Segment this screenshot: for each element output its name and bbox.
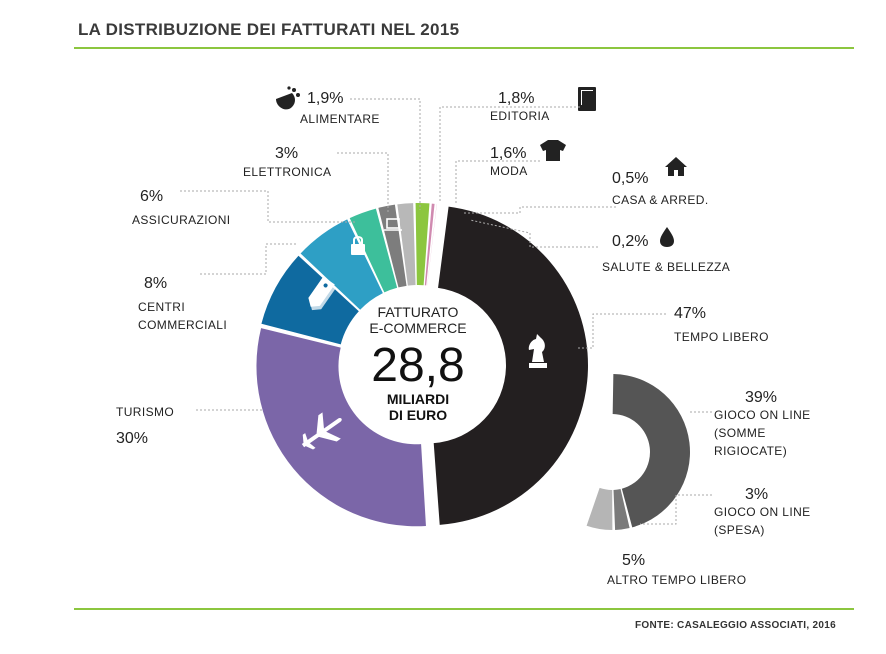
label-altro-tempo-libero: 5% ALTRO TEMPO LIBERO — [607, 552, 746, 587]
category-label-gioco-somme-line2: (SOMME — [714, 426, 766, 440]
source-note: FONTE: CASALEGGIO ASSOCIATI, 2016 — [634, 620, 836, 631]
value-label-gioco-spesa: 3% — [745, 486, 768, 503]
label-assicurazioni: 6% ASSICURAZIONI — [132, 188, 231, 227]
value-label-centri-commerciali: 8% — [144, 275, 167, 292]
slice-salute-bellezza — [427, 204, 437, 286]
label-editoria: 1,8% EDITORIA — [490, 90, 550, 123]
label-turismo: TURISMO 30% — [116, 405, 174, 447]
value-label-gioco-somme: 39% — [745, 389, 777, 406]
slice-turismo — [256, 328, 426, 527]
category-label-turismo: TURISMO — [116, 405, 174, 419]
slice-casa-arred — [424, 203, 435, 286]
tshirt-icon — [540, 140, 566, 161]
category-label-gioco-somme-line1: GIOCO ON LINE — [714, 408, 811, 422]
category-label-casa: CASA & ARRED. — [612, 193, 709, 207]
value-label-moda: 1,6% — [490, 145, 526, 162]
category-label-centri-line1: CENTRI — [138, 300, 185, 314]
category-label-gioco-somme-line3: RIGIOCATE) — [714, 444, 787, 458]
sub-slice-gioco-on-line-spesa — [613, 489, 630, 530]
center-label-line2: E-COMMERCE — [369, 320, 466, 336]
value-label-turismo: 30% — [116, 430, 148, 447]
main-slices — [256, 203, 588, 527]
category-label-alimentare: ALIMENTARE — [300, 112, 380, 126]
slice-tempo-libero — [433, 206, 588, 525]
book-icon — [578, 87, 596, 111]
chart-title: LA DISTRIBUZIONE DEI FATTURATI NEL 2015 — [78, 20, 460, 39]
value-label-altro: 5% — [622, 552, 645, 569]
label-casa: 0,5% CASA & ARRED. — [612, 170, 709, 207]
category-label-centri-line2: COMMERCIALI — [138, 318, 227, 332]
category-label-tempo-libero: TEMPO LIBERO — [674, 330, 769, 344]
sub-slices — [586, 374, 690, 530]
shopping-tags-icon — [308, 276, 337, 311]
footer-rule — [74, 608, 854, 610]
category-label-gioco-spesa-line2: (SPESA) — [714, 523, 765, 537]
leader-lines-static — [180, 98, 712, 525]
category-label-gioco-spesa-line1: GIOCO ON LINE — [714, 505, 811, 519]
category-label-altro: ALTRO TEMPO LIBERO — [607, 573, 746, 587]
label-gioco-somme: 39% GIOCO ON LINE (SOMME RIGIOCATE) — [714, 389, 811, 458]
center-hole — [340, 287, 496, 443]
slice-assicurazioni — [300, 219, 383, 310]
value-label-assicurazioni: 6% — [140, 188, 163, 205]
label-moda: 1,6% MODA — [490, 145, 528, 178]
food-icon — [276, 86, 300, 110]
value-label-salute: 0,2% — [612, 233, 648, 250]
category-label-assicurazioni: ASSICURAZIONI — [132, 213, 231, 227]
category-label-editoria: EDITORIA — [490, 109, 550, 123]
value-label-casa: 0,5% — [612, 170, 648, 187]
center-label-line1: FATTURATO — [378, 304, 459, 320]
value-label-elettronica: 3% — [275, 145, 298, 162]
label-centri-commerciali: 8% CENTRI COMMERCIALI — [138, 275, 227, 332]
lock-icon — [351, 236, 365, 255]
category-label-moda: MODA — [490, 164, 528, 178]
sub-slice-gioco-on-line-somme-rigiocate — [612, 374, 690, 528]
chess-knight-icon — [528, 334, 547, 368]
laptop-icon — [384, 218, 402, 231]
center-value: 28,8 — [371, 339, 464, 392]
slice-alimentare — [378, 204, 407, 288]
slice-elettronica — [349, 208, 398, 293]
sub-slice-altro-tempo-libero — [586, 487, 613, 530]
label-salute: 0,2% SALUTE & BELLEZZA — [602, 233, 730, 274]
slice-editoria — [397, 203, 416, 286]
house-icon — [665, 157, 687, 176]
label-tempo-libero: 47% TEMPO LIBERO — [674, 305, 769, 344]
label-gioco-spesa: 3% GIOCO ON LINE (SPESA) — [714, 486, 811, 537]
label-alimentare: 1,9% ALIMENTARE — [300, 90, 380, 126]
center-unit-line1: MILIARDI — [387, 391, 449, 407]
header-rule — [74, 47, 854, 49]
center-unit-line2: DI EURO — [389, 407, 447, 423]
label-elettronica: 3% ELETTRONICA — [243, 145, 331, 179]
category-label-salute: SALUTE & BELLEZZA — [602, 260, 730, 274]
category-label-elettronica: ELETTRONICA — [243, 165, 331, 179]
value-label-alimentare: 1,9% — [307, 90, 343, 107]
airplane-icon — [301, 412, 342, 450]
slice-moda — [415, 203, 430, 286]
drop-icon — [660, 227, 674, 247]
value-label-editoria: 1,8% — [498, 90, 534, 107]
value-label-tempo-libero: 47% — [674, 305, 706, 322]
